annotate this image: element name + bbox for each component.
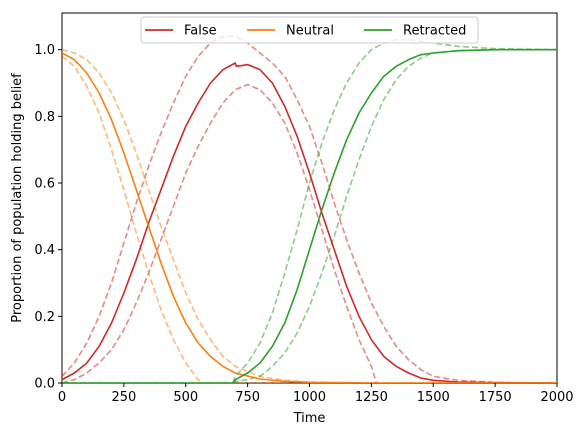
series-line-false-lower-band	[62, 83, 378, 383]
x-tick-label: 250	[111, 390, 136, 405]
legend-label-retracted: Retracted	[403, 24, 466, 39]
legend: False Neutral Retracted	[140, 16, 479, 44]
y-tick-label: 0.6	[34, 177, 55, 192]
y-tick-label: 0.4	[34, 243, 55, 258]
x-tick-label: 0	[58, 390, 66, 405]
y-tick-label: 0.2	[34, 310, 55, 325]
x-tick-label: 750	[235, 390, 260, 405]
x-tick-label: 1000	[293, 390, 326, 405]
series-line-neutral-lower-band	[62, 55, 557, 383]
y-tick-label: 0.0	[34, 377, 55, 392]
legend-label-false: False	[184, 24, 217, 39]
series-line-retracted-lower-band	[62, 48, 557, 383]
y-axis-label: Proportion of population holding belief	[10, 73, 25, 323]
series-layer	[62, 35, 557, 383]
x-tick-label: 1250	[355, 390, 388, 405]
series-line-false	[62, 62, 557, 383]
legend-label-neutral: Neutral	[286, 24, 334, 39]
series-line-neutral-upper-band	[62, 48, 557, 383]
series-line-retracted-upper-band	[62, 38, 557, 383]
ticks-layer: 0 250 500 750 1000 1250 1500 1750 2000 0.0 0.2 0.4 0…	[34, 43, 573, 405]
plot-border	[61, 12, 558, 384]
y-tick-label: 1.0	[34, 43, 55, 58]
legend-box	[140, 16, 479, 44]
series-line-neutral	[62, 52, 557, 383]
x-tick-label: 500	[173, 390, 198, 405]
axes-frame	[61, 12, 558, 384]
x-tick-label: 1750	[479, 390, 512, 405]
x-tick-label: 2000	[540, 390, 573, 405]
y-tick-label: 0.8	[34, 110, 55, 125]
series-line-false-upper-band	[62, 35, 557, 383]
x-axis-label: Time	[293, 411, 326, 426]
series-line-retracted	[62, 48, 557, 383]
x-tick-label: 1500	[417, 390, 450, 405]
